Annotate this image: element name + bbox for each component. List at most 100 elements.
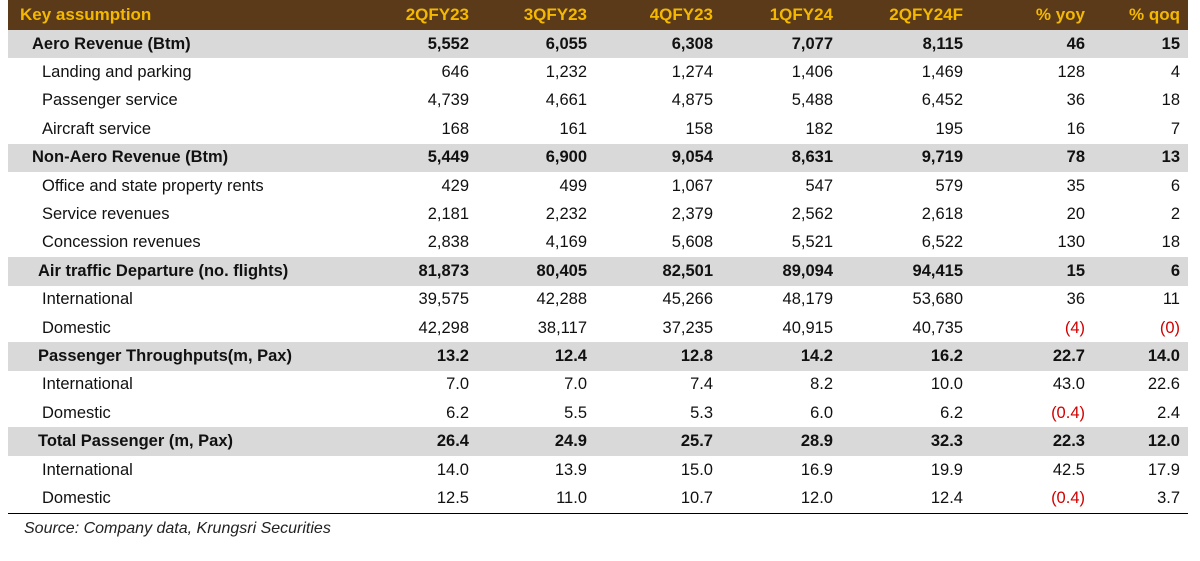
cell-value: (0) (1159, 318, 1180, 337)
cell-value: 161 (559, 119, 587, 138)
cell-value: 94,415 (847, 257, 977, 286)
table-row: Concession revenues 2,838 4,169 5,608 5,521 6… (8, 229, 1188, 257)
row-label: Total Passenger (m, Pax) (8, 427, 368, 456)
table-header-row: Key assumption 2QFY23 3QFY23 4QFY23 1QFY… (8, 0, 1188, 30)
cell-value: 5,449 (368, 143, 483, 172)
cell-value: 53,680 (912, 290, 963, 309)
table-row: Office and state property rents 429 499 1,0… (8, 172, 1188, 200)
cell-value: 15 (977, 257, 1093, 286)
cell-value: 2,562 (791, 205, 833, 224)
cell-value: 40,915 (782, 318, 833, 337)
cell-value: 16.9 (800, 460, 833, 479)
row-label: Non-Aero Revenue (Btm) (8, 143, 368, 172)
cell-value: 5,521 (791, 233, 833, 252)
section-row: Total Passenger (m, Pax) 26.4 24.9 25.7 28.9… (8, 427, 1188, 456)
header-col-3qfy23: 3QFY23 (483, 0, 601, 30)
table-row: International 7.0 7.0 7.4 8.2 10.0 43.0 22.6 (8, 371, 1188, 399)
cell-value: 89,094 (727, 257, 847, 286)
cell-value: 11.0 (483, 484, 601, 514)
cell-value: 24.9 (483, 427, 601, 456)
cell-value: 1,469 (921, 63, 963, 82)
cell-value: 6.0 (810, 403, 833, 422)
cell-value: 5,608 (671, 233, 713, 252)
header-col-qoq: % qoq (1093, 0, 1188, 30)
cell-value: 7.0 (564, 375, 587, 394)
header-col-2qfy23: 2QFY23 (368, 0, 483, 30)
cell-value: 26.4 (368, 427, 483, 456)
cell-value: 22.3 (977, 427, 1093, 456)
cell-value: 13 (1093, 143, 1188, 172)
cell-value: 3.7 (1093, 484, 1188, 514)
table-row: Passenger service 4,739 4,661 4,875 5,488 6,4… (8, 87, 1188, 115)
cell-value: 8,631 (727, 143, 847, 172)
cell-value: 10.7 (601, 484, 727, 514)
cell-value: 13.9 (554, 460, 587, 479)
cell-value: 15 (1093, 30, 1188, 59)
key-assumption-table: Key assumption 2QFY23 3QFY23 4QFY23 1QFY… (8, 0, 1188, 514)
table-row: Landing and parking 646 1,232 1,274 1,406 1,4… (8, 58, 1188, 86)
row-label: International (42, 375, 133, 394)
cell-value: 8,115 (847, 30, 977, 59)
cell-value: 80,405 (483, 257, 601, 286)
cell-value: 4,169 (545, 233, 587, 252)
cell-value: 40,735 (912, 318, 963, 337)
cell-value: 6,522 (921, 233, 963, 252)
cell-value: 15.0 (680, 460, 713, 479)
cell-value: 130 (1057, 233, 1085, 252)
cell-value: 158 (685, 119, 713, 138)
cell-value: 6,900 (483, 143, 601, 172)
cell-value: 16 (1066, 119, 1085, 138)
cell-value: 25.7 (601, 427, 727, 456)
cell-value: 7.0 (446, 375, 469, 394)
row-label: Passenger service (42, 91, 178, 110)
section-row: Air traffic Departure (no. flights) 81,87… (8, 257, 1188, 286)
cell-value: 48,179 (782, 290, 833, 309)
row-label: Passenger Throughputs(m, Pax) (8, 342, 368, 371)
row-label: Concession revenues (42, 233, 201, 252)
cell-value: 2 (1170, 205, 1180, 224)
cell-value: 18 (1161, 233, 1180, 252)
cell-value: 42,298 (418, 318, 469, 337)
cell-value: 14.0 (436, 460, 469, 479)
cell-value: 36 (1066, 290, 1085, 309)
cell-value: 32.3 (847, 427, 977, 456)
cell-value: 9,054 (601, 143, 727, 172)
cell-value: 19.9 (930, 460, 963, 479)
cell-value: 5,552 (368, 30, 483, 59)
table-row: International 39,575 42,288 45,266 48,179 53,… (8, 286, 1188, 314)
cell-value: 168 (441, 119, 469, 138)
row-label: Domestic (42, 403, 111, 422)
cell-value: 128 (1057, 63, 1085, 82)
cell-value: 2,379 (671, 205, 713, 224)
table-row: Aircraft service 168 161 158 182 195 16 7 (8, 115, 1188, 143)
cell-value: 1,232 (545, 63, 587, 82)
cell-value: 9,719 (847, 143, 977, 172)
cell-value: 14.0 (1093, 342, 1188, 371)
cell-value: 579 (935, 176, 963, 195)
source-note: Source: Company data, Krungsri Securitie… (24, 520, 331, 537)
cell-value: 2.4 (1157, 403, 1180, 422)
cell-value: 499 (559, 176, 587, 195)
cell-value: 11 (1162, 290, 1180, 309)
cell-value: 12.0 (1093, 427, 1188, 456)
cell-value: 6.2 (940, 403, 963, 422)
table-row: International 14.0 13.9 15.0 16.9 19.9 42.5 17.… (8, 456, 1188, 484)
cell-value: 35 (1066, 176, 1085, 195)
cell-value: 46 (977, 30, 1093, 59)
cell-value: 1,274 (671, 63, 713, 82)
cell-value: 4,739 (427, 91, 469, 110)
row-label: Aircraft service (42, 119, 152, 138)
cell-value: 6,452 (921, 91, 963, 110)
cell-value: 6 (1170, 176, 1180, 195)
cell-value: 7,077 (727, 30, 847, 59)
row-label: International (42, 290, 133, 309)
cell-value: 6,308 (601, 30, 727, 59)
cell-value: 10.0 (930, 375, 963, 394)
cell-value: 2,181 (427, 205, 469, 224)
cell-value: 36 (1066, 91, 1085, 110)
cell-value: 4,875 (671, 91, 713, 110)
cell-value: 18 (1161, 91, 1180, 110)
cell-value: 547 (805, 176, 833, 195)
row-label: Landing and parking (42, 63, 192, 82)
cell-value: 5,488 (791, 91, 833, 110)
